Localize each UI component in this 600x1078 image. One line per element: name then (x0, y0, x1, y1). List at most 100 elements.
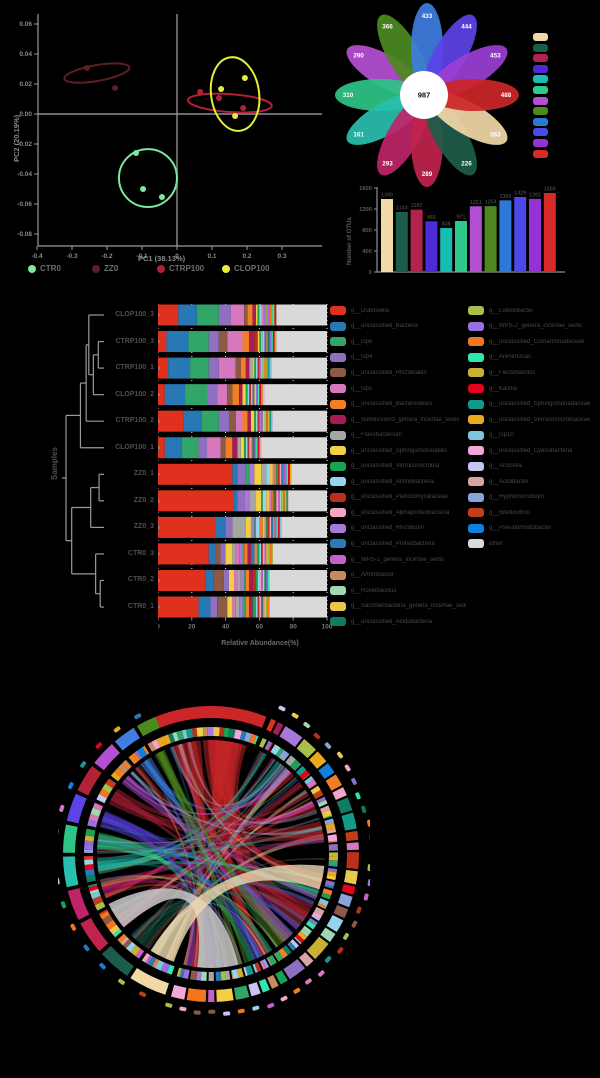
circos-subring-arc (94, 802, 104, 807)
taxa-legend-item: g__unclassified_Bacteroidetes (330, 396, 466, 412)
taxa-segment (259, 596, 262, 618)
pcoa-legend-item-CTR0: CTR0 (28, 264, 61, 273)
legend-swatch (330, 368, 346, 378)
circos-subring-arc (154, 959, 165, 971)
otu-bar (499, 200, 512, 272)
taxa-segment (190, 357, 209, 379)
taxa-segment (164, 437, 182, 459)
circos-subring-arc (85, 874, 97, 883)
circos-taxa-arc (266, 718, 277, 732)
taxa-legend-item: g__Bdellovibrio (468, 505, 598, 521)
circos-subring-arc (185, 728, 194, 739)
circos-label-pill (367, 819, 370, 827)
legend-label: g__unclassified_Acidobacteria (351, 618, 433, 625)
taxa-segment (261, 543, 263, 565)
flower-petal (429, 79, 519, 111)
taxa-segment (242, 410, 248, 432)
taxa-legend-item: g__Kaistia (468, 381, 598, 397)
legend-swatch (330, 337, 346, 347)
circos-subring-arc (314, 906, 325, 916)
taxa-legend-item: other (468, 536, 598, 552)
taxa-segment (210, 596, 218, 618)
taxa-segment (283, 463, 285, 485)
taxa-segment (269, 357, 272, 379)
circos-subring-arc (99, 910, 110, 920)
taxa-segment-other (261, 437, 327, 459)
circos-label-pill (139, 991, 147, 998)
dendrogram (62, 314, 104, 608)
otu-bar-value: 1187 (411, 203, 423, 209)
sample-label: ZZ0_2 (133, 496, 154, 504)
taxa-segment-other (269, 596, 327, 618)
circos-ribbon (140, 880, 319, 948)
taxa-segment (256, 570, 258, 591)
taxa-segment (244, 543, 248, 565)
taxa-segment (225, 516, 233, 538)
taxa-segment (279, 516, 282, 538)
taxa-legend-item: g__Saccharibacteria_genera_incertae_sedi… (330, 598, 466, 614)
pcoa-plot: -0.4 -0.3 -0.2 -0.1 0 0.1 0.2 0.3 0.06 0.04 0.02 0.… (17, 14, 322, 260)
taxa-segment-other (269, 570, 327, 591)
sample-label: CLOP100_2 (115, 390, 154, 398)
circos-subring-arc (190, 970, 198, 981)
circos-subring-arc (90, 807, 102, 817)
circos-subring-arc (166, 964, 175, 975)
circos-subring-arc (275, 747, 284, 758)
venn-legend-swatch (533, 64, 548, 73)
taxa-segment (274, 516, 277, 538)
taxa-segment (235, 410, 243, 432)
taxa-segment (281, 463, 284, 485)
taxa-segment (262, 516, 265, 538)
circos-subring-arc (325, 823, 336, 831)
taxa-segment (257, 596, 260, 618)
taxa-legend-item: g__unclassified_Planctomycetaceae (330, 490, 466, 506)
circos-label-pill (313, 732, 321, 740)
circos-subring-arc (168, 733, 176, 743)
taxa-segment (257, 331, 260, 353)
taxa-segment (249, 357, 253, 379)
circos-subring-arc (316, 796, 326, 804)
circos-subring-arc (308, 783, 317, 789)
circos-label-pill (337, 946, 344, 954)
circos-taxa-arc (346, 842, 359, 851)
circos-subring-arc (230, 970, 234, 980)
flower-venn-legend (533, 33, 548, 160)
circos-subring-arc (324, 880, 335, 887)
legend-swatch (330, 570, 346, 580)
taxa-segment (269, 304, 272, 326)
otu-bar-value: 971 (457, 215, 466, 221)
taxa-segment (266, 410, 268, 432)
taxa-segment (158, 357, 169, 379)
taxa-segment (289, 463, 292, 485)
otu-bar (484, 206, 497, 272)
circos-taxa-arc (170, 984, 187, 1000)
taxa-segment (223, 570, 229, 591)
otu-bar-value: 1251 (470, 200, 482, 206)
legend-label: g__Arenimonas (489, 354, 532, 361)
taxa-segment (181, 437, 199, 459)
taxa-segment (227, 331, 243, 353)
taxa-segment (252, 570, 257, 591)
circos-subring-arc (328, 849, 338, 851)
petal-count: 293 (382, 160, 393, 167)
otu-bar-value: 1143 (396, 205, 408, 211)
circos-subring-arc (182, 969, 190, 979)
taxa-legend-item: g__Dubosiella (330, 303, 466, 319)
circos-subring-arc (278, 947, 288, 959)
taxa-segment (267, 570, 270, 591)
taxa-segment (196, 304, 219, 326)
taxa-segment (257, 570, 260, 591)
circos-taxa-arc (275, 970, 288, 985)
circos-subring-arc (141, 952, 151, 963)
group-ellipse-CTRP100 (186, 92, 273, 114)
taxa-segment (269, 516, 272, 538)
circos-ribbon (207, 740, 324, 839)
circos-ribbon (158, 750, 283, 948)
taxa-segment (235, 596, 240, 618)
taxa-segment (274, 463, 277, 485)
otu-bar-value: 965 (427, 215, 436, 221)
pcoa-point-CTRP100 (240, 105, 247, 111)
circos-subring-arc (196, 727, 204, 737)
taxa-segment-other (281, 516, 327, 538)
pcoa-point-ZZ0 (112, 85, 119, 92)
